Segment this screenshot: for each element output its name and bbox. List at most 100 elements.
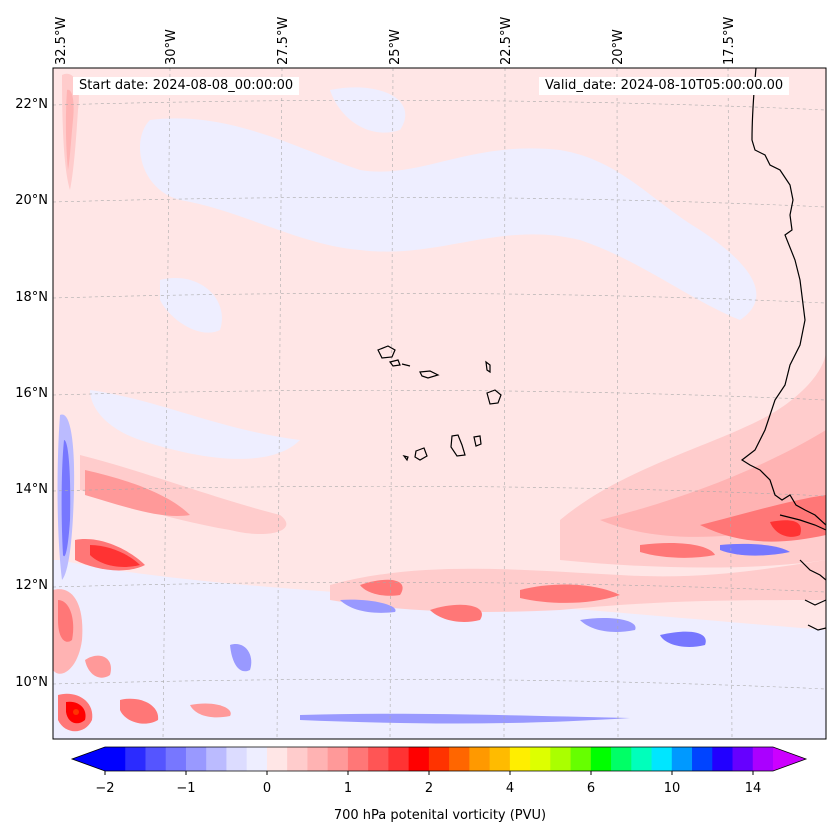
pv-positive-band — [80, 455, 287, 535]
pv-weak-negative-area — [160, 278, 222, 333]
pv-negative-streak — [300, 713, 630, 724]
colorbar-segment — [631, 747, 653, 771]
colorbar-segment — [368, 747, 389, 771]
colorbar-segment — [671, 747, 693, 771]
colorbar-segment — [105, 747, 126, 771]
island-sao-nicolau — [401, 363, 440, 379]
pv-weak-negative-area — [140, 118, 757, 320]
pv-positive-cell — [58, 600, 74, 642]
gridline-lat — [53, 678, 826, 690]
colorbar-extend-low — [72, 747, 105, 771]
colorbar-segment — [226, 747, 248, 771]
lat-label: 14°N — [15, 482, 48, 497]
island-sal — [485, 360, 491, 374]
colorbar-segment — [327, 747, 349, 771]
island-santo-antao — [377, 345, 396, 359]
map-frame — [52, 67, 827, 740]
gridline-lon — [162, 68, 171, 739]
colorbar-segment — [307, 747, 329, 771]
gridline-lon — [616, 68, 619, 739]
pv-positive-cell — [120, 698, 159, 724]
pv-negative-cell — [580, 618, 636, 632]
colorbar — [70, 746, 808, 775]
lat-label: 20°N — [15, 193, 48, 208]
gridline-lat — [53, 196, 826, 208]
pv-negative-cell — [660, 631, 706, 647]
pv-positive-cell — [430, 604, 482, 622]
colorbar-segment — [611, 747, 632, 771]
island-boa-vista — [486, 389, 502, 405]
colorbar-segment — [408, 747, 430, 771]
lat-label: 18°N — [15, 290, 48, 305]
lat-label: 12°N — [15, 578, 48, 593]
colorbar-segment — [509, 747, 531, 771]
island-brava — [402, 455, 409, 462]
colorbar-segment — [165, 747, 187, 771]
pv-weak-negative-area — [53, 560, 826, 739]
colorbar-segment — [570, 747, 592, 771]
colorbar-label: 700 hPa potenital vorticity (PVU) — [333, 808, 547, 823]
pv-negative-streak — [61, 440, 71, 557]
gambia-river — [779, 514, 826, 531]
colorbar-segment — [347, 747, 369, 771]
island-santiago — [450, 434, 466, 457]
pv-positive-core — [770, 520, 801, 537]
gridline-lon — [389, 68, 394, 739]
coastlines — [377, 68, 826, 631]
colorbar-segment — [388, 747, 410, 771]
colorbar-tick: 10 — [663, 781, 681, 796]
valid-date-label: Valid_date: 2024-08-10T05:00:00.00 — [539, 77, 790, 95]
gridline-lon — [276, 68, 283, 739]
gridline-lat — [53, 99, 826, 111]
pv-weak-negative-area — [330, 87, 406, 133]
colorbar-segment — [590, 747, 612, 771]
lon-label: 25°W — [388, 29, 403, 65]
gridline-lon — [503, 68, 506, 739]
pv-positive-maximum — [73, 709, 79, 715]
pv-positive-cell — [85, 655, 111, 678]
gridline-lat — [53, 389, 826, 401]
colorbar-segment — [550, 747, 572, 771]
pv-positive-streak — [65, 89, 74, 170]
island-sao-vicente — [388, 359, 401, 367]
colorbar-segment — [469, 747, 491, 771]
colorbar-tick: 0 — [262, 781, 272, 796]
colorbar-tick: −2 — [95, 781, 115, 796]
lon-label: 20°W — [611, 29, 626, 65]
lat-label: 22°N — [15, 97, 48, 112]
pv-contours — [53, 73, 826, 739]
lon-label: 22.5°W — [499, 16, 514, 65]
colorbar-segment — [732, 747, 754, 771]
pv-negative-cell — [340, 599, 396, 613]
pv-positive-cell — [190, 703, 231, 718]
island-maio — [473, 435, 482, 447]
colorbar-segment — [185, 747, 207, 771]
colorbar-segment — [125, 747, 147, 771]
start-date-label: Start date: 2024-08-08_00:00:00 — [73, 77, 300, 95]
colorbar-extend-high — [773, 747, 806, 771]
colorbar-segment — [266, 747, 288, 771]
colorbar-segment — [489, 747, 511, 771]
colorbar-segment — [145, 747, 167, 771]
gridline-lon — [727, 68, 733, 739]
colorbar-segment — [692, 747, 713, 771]
gridlines — [53, 68, 826, 739]
colorbar-tick: 4 — [505, 781, 515, 796]
pv-weak-negative-area — [90, 390, 300, 459]
island-fogo — [414, 447, 428, 461]
colorbar-segment — [206, 747, 228, 771]
gridline-lat — [53, 292, 826, 304]
guinea-coastline — [807, 624, 826, 631]
colorbar-segment — [530, 747, 551, 771]
africa-coastline — [740, 68, 826, 526]
colorbar-segment — [752, 747, 774, 771]
pv-positive-cell — [520, 584, 620, 603]
lon-label: 17.5°W — [722, 16, 737, 65]
pv-negative-cell — [230, 644, 252, 672]
gridline-lat — [53, 485, 826, 497]
pv-positive-cell — [360, 579, 403, 596]
colorbar-tick: 6 — [586, 781, 596, 796]
lon-label: 30°W — [164, 29, 179, 65]
colorbar-tick: 1 — [343, 781, 353, 796]
